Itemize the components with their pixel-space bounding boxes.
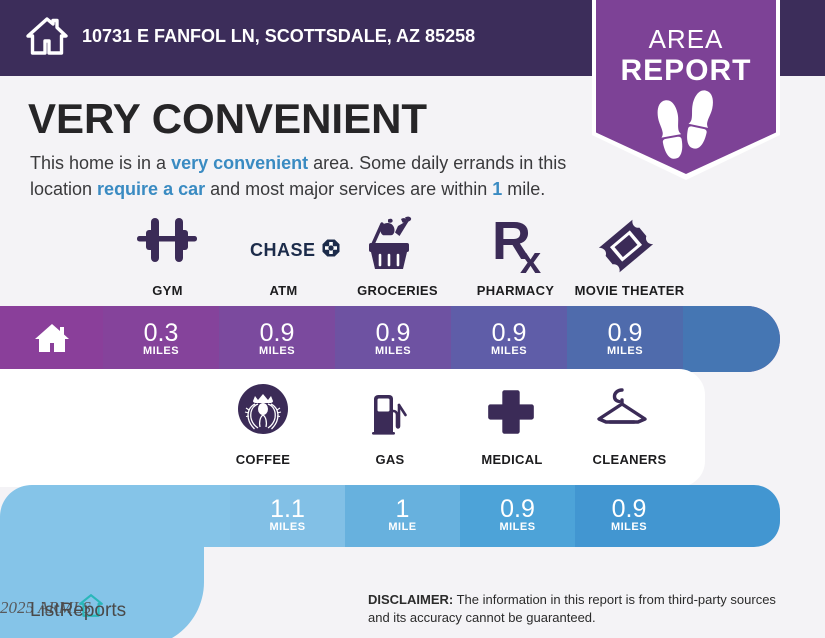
- svg-text:x: x: [520, 240, 541, 275]
- svg-text:REPORT: REPORT: [620, 54, 751, 87]
- svg-text:AREA: AREA: [649, 24, 724, 54]
